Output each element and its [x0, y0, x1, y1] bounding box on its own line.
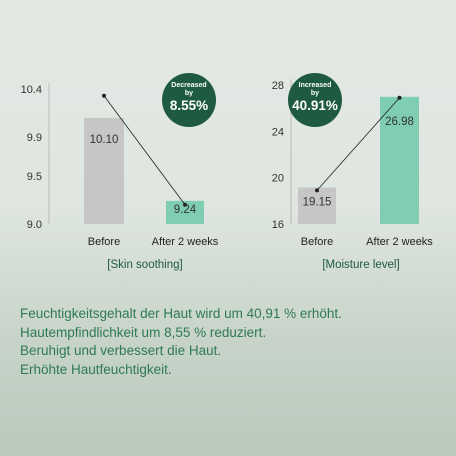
chart1-trend-point	[102, 93, 106, 98]
chart1-bar-after	[166, 200, 204, 224]
chart1-y-tick-label: 9.5	[27, 171, 42, 183]
chart1-y-tick-label: 9.9	[27, 132, 42, 144]
chart1-badge-label-mid: by	[185, 90, 193, 97]
chart2-trend-point	[315, 188, 319, 193]
chart2-badge-circle	[288, 73, 342, 127]
chart1-data-label: 10.10	[90, 134, 119, 146]
chart2-y-tick-label: 24	[272, 126, 284, 138]
chart2-y-tick-label: 20	[272, 173, 284, 185]
chart2-category-label: Before	[301, 236, 333, 248]
chart2-bar-before	[298, 187, 336, 224]
chart1-badge-label-top: Decreased	[171, 82, 206, 89]
chart2-y-tick-label: 16	[272, 219, 284, 231]
chart2-badge-value: 40.91%	[292, 98, 338, 113]
chart1-category-label: Before	[88, 236, 120, 248]
chart1-badge-value: 8.55%	[170, 98, 208, 113]
description-line-3: Beruhigt und verbessert die Haut.	[20, 343, 222, 358]
chart1-trend-point	[183, 202, 187, 207]
chart2-trend-line	[316, 97, 400, 191]
chart2-trend-point	[397, 95, 402, 100]
description-line-2: Hautempfindlichkeit um 8,55 % reduziert.	[20, 324, 267, 340]
chart1-y-tick-label: 10.4	[21, 84, 42, 96]
description-line-4: Erhöhte Hautfeuchtigkeit.	[20, 361, 172, 377]
description-line-1: Feuchtigkeitsgehalt der Haut wird um 40,…	[20, 306, 342, 321]
chart1-bar-before	[84, 117, 124, 224]
chart2-data-label: 19.15	[303, 197, 332, 209]
chart1-title: [Skin soothing]	[107, 259, 182, 271]
chart2-category-label: After 2 weeks	[366, 236, 433, 248]
charts-canvas: 9.0 9.5 9.9 10.4 Before After 2 weeks 10.10 9.2…	[21, 73, 433, 271]
chart2-data-label: 26.98	[385, 116, 414, 128]
chart1-y-tick-label: 9.0	[27, 219, 42, 231]
chart1-trend-line	[103, 95, 186, 205]
chart2-bar-after	[380, 96, 419, 224]
chart1-badge-circle	[162, 73, 216, 127]
description-text: Feuchtigkeitsgehalt der Haut wird um 40,…	[20, 305, 440, 379]
chart2-badge-label-mid: by	[311, 90, 319, 97]
chart2-title: [Moisture level]	[322, 259, 399, 271]
chart1-data-label: 9.24	[174, 204, 197, 216]
chart1-category-label: After 2 weeks	[152, 236, 219, 248]
chart2-badge-label-top: Increased	[299, 82, 332, 89]
chart2-y-tick-label: 28	[272, 80, 284, 92]
